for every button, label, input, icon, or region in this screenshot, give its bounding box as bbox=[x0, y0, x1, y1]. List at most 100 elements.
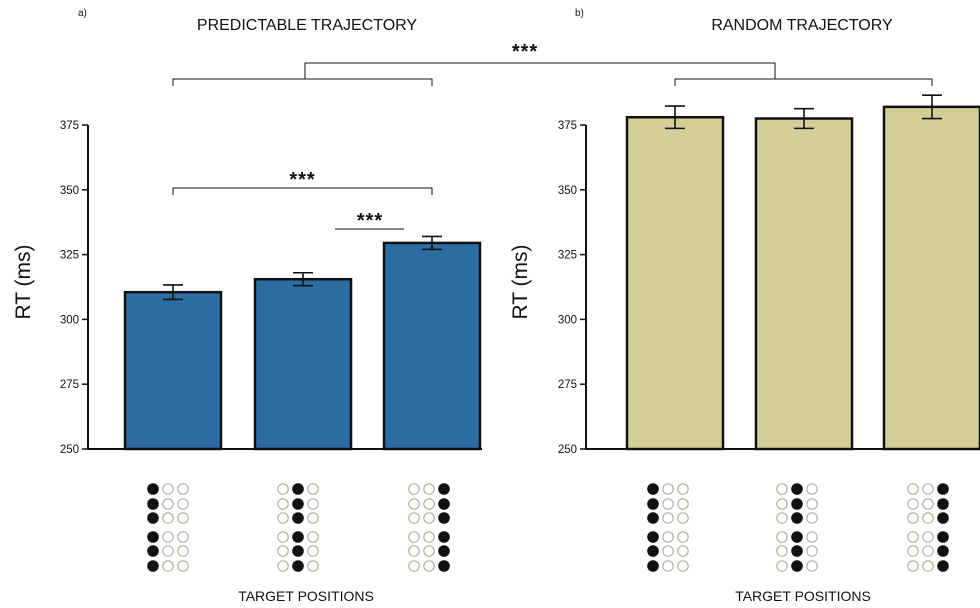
target-dot-empty bbox=[307, 483, 319, 495]
target-dot-empty bbox=[677, 498, 689, 510]
target-dot-empty bbox=[806, 545, 818, 557]
panel-b-y-axis-label: RT (ms) bbox=[509, 244, 532, 319]
target-dot-empty bbox=[907, 483, 919, 495]
target-dot-filled bbox=[647, 512, 659, 524]
target-dot-empty bbox=[922, 498, 934, 510]
target-dot-empty bbox=[907, 560, 919, 572]
target-dot-empty bbox=[677, 512, 689, 524]
target-dot-empty bbox=[408, 483, 420, 495]
target-dot-filled bbox=[937, 531, 949, 543]
target-dot-filled bbox=[791, 560, 803, 572]
panel-b-bar bbox=[882, 105, 980, 451]
target-dot-empty bbox=[307, 512, 319, 524]
panel-b-target-pattern bbox=[647, 483, 689, 572]
target-dot-filled bbox=[147, 498, 159, 510]
panel-a-significance-label: *** bbox=[289, 169, 315, 191]
target-dot-empty bbox=[776, 531, 788, 543]
target-dot-filled bbox=[937, 498, 949, 510]
target-dot-empty bbox=[307, 498, 319, 510]
target-dot-empty bbox=[177, 531, 189, 543]
target-dot-empty bbox=[423, 512, 435, 524]
panel-b-plot: 250 275 300 325 350 375 bbox=[558, 94, 980, 572]
panel-b-bar bbox=[625, 115, 725, 451]
target-dot-filled bbox=[647, 560, 659, 572]
target-dot-filled bbox=[647, 545, 659, 557]
target-dot-empty bbox=[776, 483, 788, 495]
target-dot-empty bbox=[423, 531, 435, 543]
target-dot-filled bbox=[438, 531, 450, 543]
target-dot-empty bbox=[922, 512, 934, 524]
target-dot-empty bbox=[177, 560, 189, 572]
target-dot-filled bbox=[292, 483, 304, 495]
target-dot-filled bbox=[791, 498, 803, 510]
panel-a-group-bracket bbox=[172, 78, 433, 86]
target-dot-empty bbox=[776, 498, 788, 510]
panel-a-bar bbox=[382, 241, 482, 451]
target-dot-filled bbox=[292, 512, 304, 524]
panel-b-y-tick-label: 275 bbox=[558, 379, 577, 391]
target-dot-empty bbox=[776, 560, 788, 572]
target-dot-empty bbox=[677, 531, 689, 543]
target-dot-filled bbox=[147, 560, 159, 572]
panel-a-target-pattern bbox=[277, 483, 319, 572]
target-dot-filled bbox=[147, 512, 159, 524]
target-dot-empty bbox=[776, 512, 788, 524]
target-dot-empty bbox=[423, 545, 435, 557]
panel-b-y-tick-label: 325 bbox=[558, 250, 577, 262]
target-dot-empty bbox=[177, 483, 189, 495]
target-dot-empty bbox=[806, 512, 818, 524]
target-dot-empty bbox=[177, 545, 189, 557]
target-dot-empty bbox=[277, 531, 289, 543]
panel-b-target-pattern bbox=[776, 483, 818, 572]
target-dot-empty bbox=[677, 483, 689, 495]
target-dot-filled bbox=[937, 483, 949, 495]
panel-a-y-tick-label: 275 bbox=[60, 379, 79, 391]
panel-a-y-axis-label: RT (ms) bbox=[12, 244, 35, 319]
target-dot-filled bbox=[647, 531, 659, 543]
target-dot-empty bbox=[307, 560, 319, 572]
target-dot-filled bbox=[937, 512, 949, 524]
target-dot-filled bbox=[147, 545, 159, 557]
panel-b-x-axis-label: TARGET POSITIONS bbox=[735, 588, 871, 604]
target-dot-empty bbox=[662, 560, 674, 572]
panel-a-bar bbox=[123, 290, 223, 451]
target-dot-empty bbox=[662, 512, 674, 524]
target-dot-empty bbox=[307, 545, 319, 557]
target-dot-empty bbox=[162, 545, 174, 557]
panel-a-y-tick-label: 325 bbox=[60, 250, 79, 262]
plots: 250 275 300 325 350 375 *** *** 250 275 300 325 350 3… bbox=[60, 94, 980, 572]
panel-a-letter: a) bbox=[78, 8, 87, 19]
target-dot-empty bbox=[277, 483, 289, 495]
target-dot-empty bbox=[662, 545, 674, 557]
panel-a-y-tick-label: 250 bbox=[60, 444, 79, 456]
panel-b-y-tick-label: 250 bbox=[558, 444, 577, 456]
panel-a-significance-label: *** bbox=[357, 210, 383, 232]
panel-a-plot: 250 275 300 325 350 375 *** *** bbox=[60, 120, 482, 572]
target-dot-filled bbox=[292, 560, 304, 572]
between-panels-significance-bracket: *** bbox=[172, 41, 933, 86]
target-dot-empty bbox=[922, 483, 934, 495]
target-dot-empty bbox=[408, 498, 420, 510]
panel-a-target-pattern bbox=[147, 483, 189, 572]
between-panels-bracket bbox=[304, 62, 776, 79]
panel-b-group-bracket bbox=[674, 78, 933, 86]
target-dot-empty bbox=[907, 512, 919, 524]
panel-a-x-axis-label: TARGET POSITIONS bbox=[238, 588, 374, 604]
target-dot-filled bbox=[292, 531, 304, 543]
target-dot-empty bbox=[307, 531, 319, 543]
target-dot-empty bbox=[806, 498, 818, 510]
panel-a-y-tick-label: 350 bbox=[60, 185, 79, 197]
panel-a-title: PREDICTABLE TRAJECTORY bbox=[197, 17, 418, 34]
panel-a-y-tick-label: 375 bbox=[60, 120, 79, 132]
panel-a-y-tick-label: 300 bbox=[60, 314, 79, 326]
target-dot-empty bbox=[423, 483, 435, 495]
target-dot-empty bbox=[677, 560, 689, 572]
target-dot-empty bbox=[806, 531, 818, 543]
target-dot-filled bbox=[292, 498, 304, 510]
target-dot-empty bbox=[423, 498, 435, 510]
target-dot-filled bbox=[647, 498, 659, 510]
target-dot-empty bbox=[662, 483, 674, 495]
target-dot-empty bbox=[277, 498, 289, 510]
target-dot-empty bbox=[277, 545, 289, 557]
